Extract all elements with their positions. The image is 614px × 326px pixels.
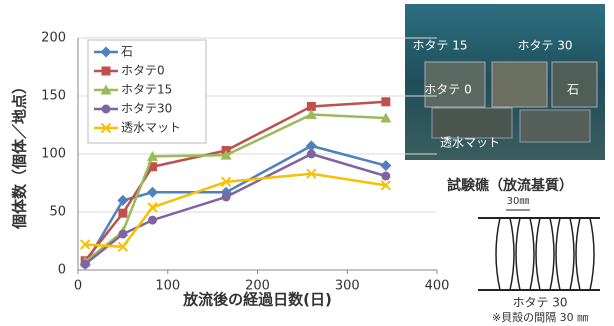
marker xyxy=(380,180,392,191)
shell xyxy=(495,217,515,291)
shell xyxy=(535,217,555,291)
y-tick-label: 100 xyxy=(41,147,66,162)
marker xyxy=(381,171,391,181)
marker xyxy=(146,150,158,161)
marker xyxy=(101,66,111,76)
marker xyxy=(147,202,158,213)
marker xyxy=(306,101,316,111)
photo-label: 透水マット xyxy=(440,136,500,150)
marker xyxy=(221,192,231,202)
marker xyxy=(305,140,317,152)
marker xyxy=(118,208,128,218)
diagram-name: ホタテ 30 xyxy=(512,296,567,310)
shell xyxy=(515,217,535,291)
marker xyxy=(100,46,112,58)
marker xyxy=(306,149,316,159)
marker xyxy=(117,194,129,206)
cage xyxy=(431,107,513,139)
cage xyxy=(519,109,591,143)
marker xyxy=(100,84,112,95)
diagram: 試験礁（放流基質） 30㎜ ホタテ 30 ※貝殻の間隔 30 ㎜ xyxy=(447,177,600,324)
y-tick-label: 0 xyxy=(58,263,66,278)
x-tick-label: 0 xyxy=(74,279,82,294)
y-tick-label: 150 xyxy=(41,89,66,104)
shell xyxy=(575,217,595,291)
marker xyxy=(380,112,392,123)
x-tick-label: 200 xyxy=(245,279,270,294)
marker xyxy=(220,176,232,188)
legend-label: 石 xyxy=(121,45,133,59)
photo-label: 石 xyxy=(567,83,579,97)
y-axis-label: 個体数（個体／地点） xyxy=(11,79,29,230)
photo-label: ホタテ 0 xyxy=(424,83,471,97)
marker xyxy=(117,241,129,253)
marker xyxy=(146,186,158,198)
marker xyxy=(381,97,391,107)
marker xyxy=(118,229,128,239)
series-line xyxy=(84,100,386,262)
series-line xyxy=(85,172,387,249)
diagram-spacing: 30㎜ xyxy=(507,196,530,207)
marker xyxy=(101,104,111,114)
series-line xyxy=(84,152,387,266)
legend-label: ホタテ0 xyxy=(121,64,165,78)
marker xyxy=(147,162,157,172)
y-tick-label: 50 xyxy=(49,205,66,220)
marker xyxy=(380,160,392,172)
cage xyxy=(551,61,598,108)
photo-label: ホタテ 30 xyxy=(517,39,572,53)
marker xyxy=(147,215,157,225)
cage xyxy=(491,61,548,108)
shell xyxy=(555,217,575,291)
legend-label: ホタテ30 xyxy=(121,102,172,116)
marker xyxy=(305,109,317,120)
photo-label: ホタテ 15 xyxy=(412,39,467,53)
diagram-note: ※貝殻の間隔 30 ㎜ xyxy=(492,310,588,324)
legend-label: 透水マット xyxy=(121,121,181,135)
series-line xyxy=(84,113,386,263)
diagram-caption: 試験礁（放流基質） xyxy=(447,177,573,194)
x-tick-label: 100 xyxy=(155,279,180,294)
marker xyxy=(80,259,90,269)
cage xyxy=(424,61,486,108)
marker xyxy=(306,168,317,179)
y-tick-label: 200 xyxy=(41,31,66,46)
x-axis-label: 放流後の経過日数(日) xyxy=(182,291,332,309)
x-tick-label: 300 xyxy=(335,279,360,294)
marker xyxy=(100,122,112,134)
photo xyxy=(405,4,605,160)
series-line xyxy=(84,144,387,265)
legend-label: ホタテ15 xyxy=(121,83,172,97)
marker xyxy=(79,239,91,250)
x-tick-label: 400 xyxy=(425,279,450,294)
marker xyxy=(220,149,232,160)
